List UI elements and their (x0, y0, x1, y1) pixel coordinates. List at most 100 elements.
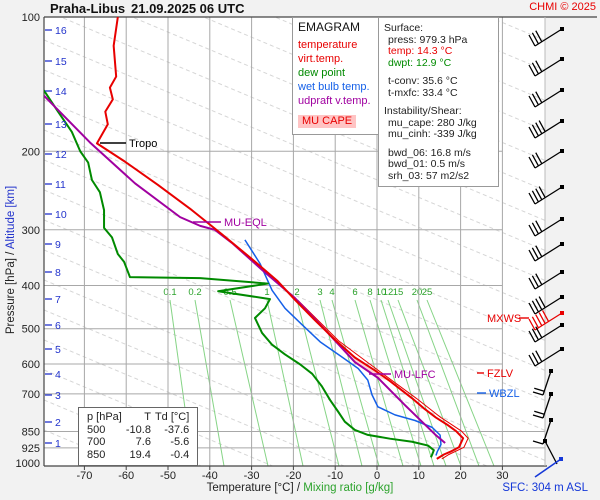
legend-item-3: wet bulb temp. (298, 81, 370, 93)
table-row-0-cell-2: -37.6 (164, 423, 190, 436)
x-tick-label: 10 (413, 470, 425, 482)
y-axis-title: Pressure [hPa] / Altitude [km] (5, 145, 17, 375)
table-row-1-cell-2: -5.6 (170, 436, 190, 448)
legend-title: EMAGRAM (298, 20, 361, 34)
wind-barb-stroke (544, 440, 558, 465)
altitude-label: 14 (55, 86, 67, 98)
x-tick-label: 20 (454, 470, 466, 482)
mixing-ratio-label: 3 (317, 287, 322, 298)
wind-barb-stroke (535, 152, 543, 165)
wind-barb-icon (528, 242, 564, 262)
wind-barb-stroke (534, 28, 563, 47)
altitude-label: 15 (55, 56, 67, 68)
info-line-0: Surface: (384, 22, 424, 34)
wind-barb-stroke (541, 310, 550, 322)
wind-barb-stroke (528, 330, 536, 343)
wind-barb-stroke (532, 414, 544, 419)
wind-barb-stroke (528, 277, 536, 290)
table-row-0-cell-1: -10.8 (125, 423, 151, 436)
wind-barb-stroke (534, 324, 563, 343)
mixing-ratio-label: 1 (264, 287, 269, 298)
wind-barb-stroke (535, 30, 543, 43)
wind-barb-stroke (542, 370, 552, 396)
x-tick-label: -30 (244, 470, 260, 482)
temperature-curve (95, 17, 465, 460)
wind-barb-icon (532, 392, 553, 419)
info-line-3: dwpt: 12.9 °C (388, 56, 452, 69)
wind-barb-dot (560, 217, 564, 221)
altitude-label: 12 (55, 149, 67, 161)
legend-item-0: temperature (298, 39, 358, 51)
info-line-5: t-mxfc: 33.4 °C (388, 86, 458, 99)
altitude-label: 16 (55, 25, 67, 37)
x-tick-label: -40 (202, 470, 218, 482)
wind-barb-stroke (532, 440, 544, 445)
wind-barb-icon (528, 217, 564, 237)
wind-barb-icon (528, 270, 564, 290)
wind-barb-stroke (538, 296, 546, 308)
wind-barb-stroke (531, 62, 539, 75)
mixing-ratio-line (319, 299, 363, 466)
wind-barb-stroke (531, 352, 539, 365)
wind-barb-stroke (531, 154, 539, 167)
info-line-9: bwd_06: 16.8 m/s (388, 146, 471, 159)
info-line-2: temp: 14.3 °C (388, 45, 453, 57)
pressure-label: 300 (22, 225, 40, 237)
altitude-label: 3 (55, 390, 61, 402)
wind-barb-stroke (534, 296, 563, 315)
mixing-ratio-label: 0.1 (163, 287, 176, 298)
x-tick-label: 30 (496, 470, 508, 482)
altitude-label: 7 (55, 294, 61, 306)
wind-barb-stroke (538, 186, 546, 198)
table-row-0-cell-0: 500 (87, 423, 106, 436)
mixing-ratio-line (380, 299, 435, 466)
wind-barb-stroke (534, 89, 563, 108)
wind-barb-stroke (528, 224, 536, 237)
wind-barb-stroke (535, 245, 543, 258)
wind-barb-dot (560, 311, 564, 315)
mixing-ratio-label: 6 (352, 287, 357, 298)
wind-barb-stroke (535, 273, 543, 286)
table-header-cell-1: T (144, 411, 151, 423)
mixing-ratio-label: 4 (329, 287, 334, 298)
info-line-7: mu_cape: 280 J/kg (388, 116, 477, 129)
altitude-label: 10 (55, 209, 67, 221)
mixing-ratio-line (229, 299, 269, 466)
wind-barb-dot (560, 119, 564, 123)
x-tick-label: -20 (285, 470, 301, 482)
table-row-1-cell-0: 700 (87, 436, 106, 448)
wind-barb-dot (549, 418, 553, 422)
mu-lfc-marker-label: MU-LFC (394, 369, 436, 381)
wind-barb-stroke (534, 348, 563, 367)
info-line-6: Instability/Shear: (384, 105, 462, 117)
mxws-marker-label: MXWS (487, 313, 521, 325)
wind-barb-stroke (535, 350, 543, 363)
pressure-label: 600 (22, 359, 40, 371)
info-line-11: srh_03: 57 m2/s2 (388, 169, 470, 182)
legend-box: EMAGRAM temperature virt.temp. dew point we… (292, 17, 382, 135)
mixing-ratio-label: 8 (367, 287, 372, 298)
copyright-label: CHMI © 2025 (529, 1, 596, 13)
table-row-2-cell-2: -0.4 (170, 448, 190, 461)
wind-barb-stroke (531, 300, 539, 313)
mu-eql-marker-label: MU-EQL (224, 217, 267, 229)
pressure-label: 500 (22, 324, 40, 336)
wind-barb-stroke (531, 190, 539, 203)
mixing-ratio-line (296, 299, 340, 466)
pressure-label: 925 (22, 443, 40, 455)
wind-barb-stroke (534, 150, 563, 169)
mixing-ratio-line (387, 299, 447, 466)
wind-barb-stroke (531, 32, 539, 45)
wind-barb-stroke (534, 58, 563, 77)
wind-barb-stroke (531, 247, 539, 260)
table-header-cell-0: p [hPa] (87, 411, 122, 423)
wind-barb-dot (560, 149, 564, 153)
wind-barb-stroke (531, 222, 539, 235)
station-name: Praha-Libus (50, 1, 126, 16)
wind-barb-stroke (535, 314, 543, 327)
tropo-marker-label: Tropo (129, 138, 157, 150)
surface-wind-arrow-head (559, 457, 563, 461)
wind-barb-stroke (528, 354, 536, 367)
wind-barb-dot (560, 323, 564, 327)
y-axis-title-press: Pressure [hPa] (5, 258, 17, 335)
